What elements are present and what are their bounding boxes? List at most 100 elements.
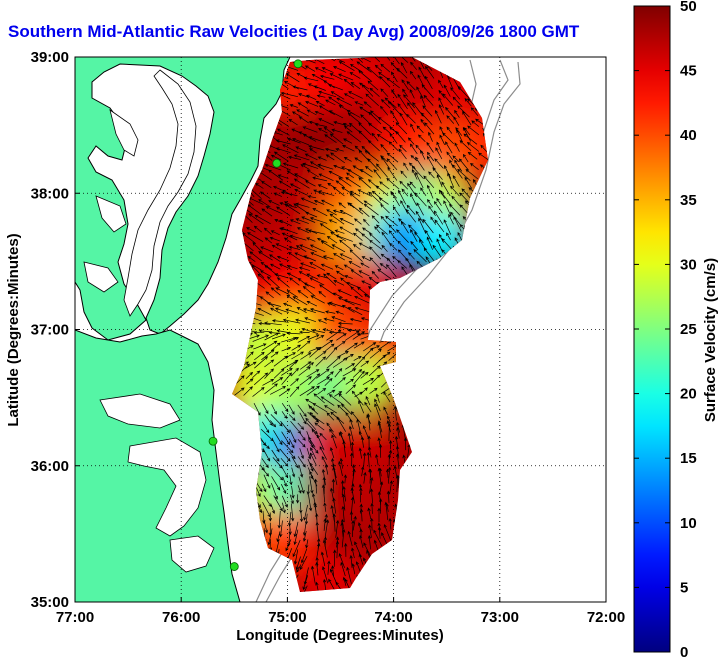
velocity-arrow [461, 188, 472, 200]
velocity-arrow [315, 335, 325, 340]
colorbar-tick-label: 20 [680, 386, 697, 403]
velocity-arrow [314, 67, 327, 73]
velocity-arrow [332, 292, 343, 298]
velocity-arrow [369, 488, 374, 504]
velocity-arrow [362, 218, 370, 227]
velocity-arrow [358, 70, 373, 82]
velocity-arrow [288, 118, 298, 126]
velocity-arrow [291, 351, 304, 360]
velocity-arrow [259, 296, 275, 308]
velocity-arrow [352, 356, 366, 371]
velocity-arrow [328, 170, 344, 179]
velocity-arrow [259, 191, 271, 199]
velocity-arrow [272, 185, 282, 191]
velocity-arrow [253, 402, 261, 416]
velocity-arrow [283, 237, 292, 243]
velocity-arrow [403, 437, 408, 451]
velocity-arrow [339, 218, 355, 226]
velocity-arrow [386, 490, 391, 503]
velocity-arrow [309, 217, 328, 224]
velocity-arrow [349, 72, 361, 79]
velocity-arrow [297, 439, 306, 448]
velocity-arrow [379, 263, 388, 269]
velocity-arrow [254, 214, 271, 225]
velocity-arrow [297, 278, 309, 287]
velocity-arrow [446, 126, 453, 134]
velocity-arrow [274, 307, 289, 314]
velocity-arrow [316, 368, 330, 379]
velocity-arrow [314, 422, 325, 431]
velocity-arrow [363, 101, 372, 108]
x-tick-label: 77:00 [56, 609, 94, 626]
velocity-arrow [359, 168, 373, 178]
velocity-arrow [360, 371, 369, 379]
velocity-arrow [316, 274, 328, 279]
velocity-arrow [378, 498, 383, 514]
velocity-arrow [438, 189, 446, 199]
velocity-arrow [277, 174, 289, 179]
velocity-arrow [309, 277, 325, 286]
velocity-arrow [334, 229, 345, 234]
radar-stations [208, 59, 303, 571]
velocity-arrow [316, 94, 326, 98]
velocity-arrow [289, 219, 301, 225]
velocity-arrow [330, 91, 345, 100]
velocity-arrow [362, 452, 367, 467]
velocity-arrow [354, 295, 371, 305]
velocity-cell [321, 204, 382, 265]
velocity-arrow [426, 155, 436, 171]
velocity-arrow [292, 137, 310, 146]
velocity-arrow [395, 475, 400, 493]
y-tick-label: 36:00 [31, 458, 69, 475]
velocity-arrow [390, 62, 400, 73]
velocity-arrow [345, 384, 357, 395]
velocity-arrow [340, 480, 345, 496]
velocity-arrow [325, 346, 338, 360]
velocity-arrow [388, 517, 392, 530]
velocity-arrow [418, 217, 427, 234]
velocity-arrow [326, 422, 334, 433]
velocity-arrow [355, 228, 363, 235]
velocity-arrow [377, 422, 382, 439]
velocity-arrow [263, 227, 272, 235]
velocity-arrow [370, 502, 374, 514]
velocity-arrow [354, 157, 363, 163]
velocity-arrow [420, 112, 433, 126]
velocity-arrow [311, 328, 325, 333]
grid [75, 57, 606, 602]
velocity-arrow [332, 66, 346, 73]
velocity-arrow [396, 427, 400, 439]
velocity-arrow [286, 294, 299, 304]
velocity-arrow [370, 517, 374, 531]
velocity-arrow [377, 467, 382, 485]
velocity-arrow [395, 122, 408, 135]
velocity-arrow [261, 440, 270, 450]
velocity-arrow [332, 463, 337, 479]
velocity-arrow [301, 327, 319, 335]
velocity-arrow [328, 301, 344, 308]
velocity-arrow [375, 185, 389, 196]
velocity-arrow [462, 153, 469, 163]
velocity-arrow [434, 158, 444, 169]
velocity-arrow [426, 236, 433, 250]
velocity-arrow [254, 356, 269, 369]
velocity-arrow [339, 226, 354, 235]
velocity-arrow [261, 180, 272, 188]
velocity-arrow [252, 370, 261, 378]
velocity-arrow [375, 453, 379, 466]
velocity-arrow [328, 83, 343, 91]
velocity-arrow [347, 328, 361, 333]
velocity-arrow [298, 131, 307, 136]
velocity-arrow [389, 480, 393, 495]
map-title: Southern Mid-Atlantic Raw Velocities (1 … [8, 22, 580, 41]
velocity-arrow [264, 321, 282, 326]
velocity-arrow [371, 190, 382, 199]
velocity-arrow [328, 394, 345, 406]
velocity-arrow [269, 236, 281, 242]
velocity-arrow [375, 393, 380, 403]
velocity-arrow [358, 553, 364, 565]
velocity-arrow [320, 240, 335, 250]
velocity-arrow [329, 428, 337, 439]
colorbar-tick-label: 25 [680, 321, 697, 338]
